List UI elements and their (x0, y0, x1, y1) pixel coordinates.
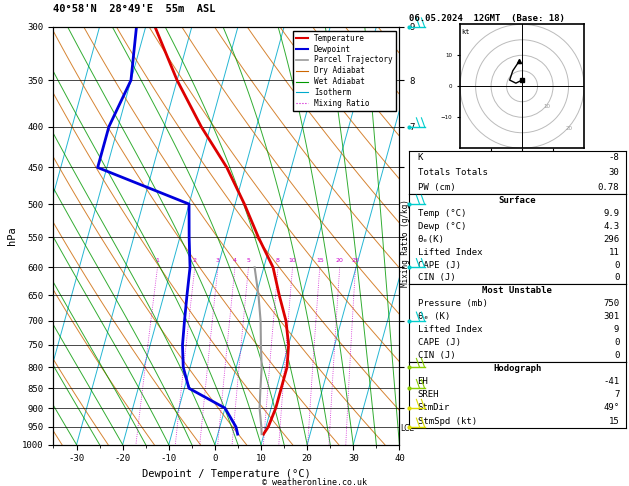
Text: 0: 0 (614, 274, 620, 282)
Text: Totals Totals: Totals Totals (418, 168, 487, 177)
Text: Dewp (°C): Dewp (°C) (418, 222, 466, 231)
Text: Temp (°C): Temp (°C) (418, 209, 466, 218)
Text: 2: 2 (193, 258, 197, 263)
Text: Lifted Index: Lifted Index (418, 325, 482, 334)
Text: 0: 0 (614, 338, 620, 347)
Text: 40°58'N  28°49'E  55m  ASL: 40°58'N 28°49'E 55m ASL (53, 3, 216, 14)
Text: 0: 0 (614, 260, 620, 270)
Text: -8: -8 (609, 154, 620, 162)
X-axis label: Dewpoint / Temperature (°C): Dewpoint / Temperature (°C) (142, 469, 311, 479)
Text: Mixing Ratio (g/kg): Mixing Ratio (g/kg) (401, 199, 409, 287)
Text: CIN (J): CIN (J) (418, 351, 455, 360)
Text: 9.9: 9.9 (603, 209, 620, 218)
Text: θₑ(K): θₑ(K) (418, 235, 445, 244)
Text: 15: 15 (609, 417, 620, 426)
Text: Surface: Surface (499, 196, 536, 205)
Text: 20: 20 (565, 126, 572, 131)
Text: 8: 8 (276, 258, 280, 263)
Text: 1: 1 (155, 258, 159, 263)
Text: 296: 296 (603, 235, 620, 244)
Text: 0: 0 (614, 351, 620, 360)
Text: Lifted Index: Lifted Index (418, 248, 482, 257)
Text: 15: 15 (316, 258, 324, 263)
Text: PW (cm): PW (cm) (418, 183, 455, 191)
Text: K: K (418, 154, 423, 162)
Text: Most Unstable: Most Unstable (482, 286, 552, 295)
Text: 9: 9 (614, 325, 620, 334)
Text: 11: 11 (609, 248, 620, 257)
Text: 0.78: 0.78 (598, 183, 620, 191)
Text: Pressure (mb): Pressure (mb) (418, 299, 487, 308)
Text: 06.05.2024  12GMT  (Base: 18): 06.05.2024 12GMT (Base: 18) (409, 14, 565, 23)
Text: -41: -41 (603, 377, 620, 386)
Text: θₑ (K): θₑ (K) (418, 312, 450, 321)
Text: 750: 750 (603, 299, 620, 308)
Text: SREH: SREH (418, 390, 439, 399)
Y-axis label: km
ASL: km ASL (428, 236, 443, 255)
Text: 10: 10 (289, 258, 296, 263)
Text: kt: kt (462, 29, 470, 35)
Text: 301: 301 (603, 312, 620, 321)
Text: CAPE (J): CAPE (J) (418, 338, 460, 347)
Text: 5: 5 (247, 258, 250, 263)
Text: LCL: LCL (400, 424, 414, 433)
Legend: Temperature, Dewpoint, Parcel Trajectory, Dry Adiabat, Wet Adiabat, Isotherm, Mi: Temperature, Dewpoint, Parcel Trajectory… (293, 31, 396, 111)
Text: 10: 10 (543, 104, 551, 109)
Text: 20: 20 (336, 258, 343, 263)
Text: 3: 3 (216, 258, 220, 263)
Text: 25: 25 (352, 258, 359, 263)
Text: 7: 7 (614, 390, 620, 399)
Text: 4.3: 4.3 (603, 222, 620, 231)
Text: CAPE (J): CAPE (J) (418, 260, 460, 270)
Text: StmDir: StmDir (418, 403, 450, 413)
Text: © weatheronline.co.uk: © weatheronline.co.uk (262, 478, 367, 486)
Text: Hodograph: Hodograph (493, 364, 542, 373)
Text: 30: 30 (609, 168, 620, 177)
Y-axis label: hPa: hPa (7, 226, 17, 245)
Text: 4: 4 (233, 258, 237, 263)
Text: StmSpd (kt): StmSpd (kt) (418, 417, 477, 426)
Text: 49°: 49° (603, 403, 620, 413)
Text: CIN (J): CIN (J) (418, 274, 455, 282)
Text: EH: EH (418, 377, 428, 386)
